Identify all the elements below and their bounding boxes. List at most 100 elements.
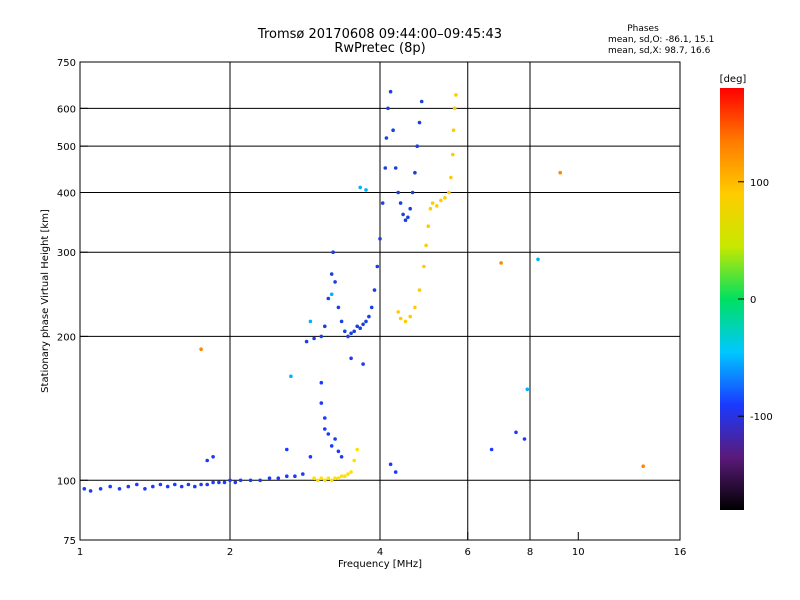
data-point (323, 416, 327, 420)
data-point (333, 476, 337, 481)
data-point (285, 447, 289, 452)
data-point (558, 170, 562, 175)
data-point (514, 430, 518, 435)
x-tick-label: 2 (227, 547, 233, 558)
data-point (406, 215, 410, 220)
data-point (319, 380, 324, 385)
data-point (343, 474, 347, 479)
data-point (358, 185, 363, 190)
data-point (186, 482, 191, 487)
data-point (369, 305, 374, 310)
data-point (358, 326, 363, 331)
data-point (323, 324, 327, 329)
y-tick-label: 500 (57, 142, 76, 153)
data-point (285, 474, 289, 479)
data-point (391, 128, 395, 132)
x-tick-label: 16 (674, 547, 687, 558)
y-tick-label: 200 (57, 332, 76, 343)
data-point (211, 455, 215, 459)
data-point (304, 339, 309, 344)
data-point (211, 480, 215, 485)
data-point (424, 243, 428, 248)
data-point (372, 288, 377, 292)
data-point (193, 484, 197, 489)
data-point (301, 472, 305, 476)
data-point (199, 347, 203, 352)
y-tick-label: 100 (57, 476, 76, 487)
data-point (331, 250, 335, 254)
data-point (355, 447, 360, 452)
data-point (82, 487, 87, 491)
data-point (352, 458, 357, 463)
data-point (361, 362, 365, 366)
x-axis-label: Frequency [MHz] (338, 559, 422, 570)
data-point (267, 476, 272, 481)
data-point (98, 487, 103, 491)
x-tick-label: 10 (572, 547, 585, 558)
data-point (419, 99, 424, 104)
data-point (449, 175, 453, 180)
y-tick-label: 600 (57, 104, 76, 115)
data-point (173, 482, 177, 487)
stats-heading: Phases (627, 24, 659, 34)
data-point (151, 484, 155, 489)
data-point (117, 487, 122, 491)
data-point (165, 484, 170, 489)
data-point (439, 198, 443, 203)
data-point (135, 482, 139, 487)
data-point (383, 166, 388, 170)
data-point (393, 166, 398, 170)
data-point (339, 455, 344, 459)
data-point (408, 314, 413, 319)
data-point (329, 272, 334, 276)
data-point (489, 447, 494, 452)
x-tick-label: 4 (377, 547, 383, 558)
colorbar-tick-label: -100 (750, 412, 773, 423)
data-point (88, 489, 93, 493)
data-point (339, 474, 344, 479)
data-point (364, 188, 368, 192)
data-point (293, 474, 297, 479)
data-point (222, 480, 227, 485)
data-point (289, 374, 293, 379)
data-point (355, 324, 360, 329)
data-point (384, 136, 389, 140)
data-point (205, 458, 209, 463)
data-point (417, 288, 422, 292)
data-points (82, 89, 645, 493)
data-point (403, 319, 408, 324)
data-point (352, 329, 357, 334)
data-point (326, 432, 331, 436)
data-point (413, 305, 417, 310)
data-point (413, 170, 417, 175)
data-point (364, 319, 368, 324)
data-point (536, 257, 540, 262)
data-point (435, 204, 439, 208)
data-point (205, 482, 209, 487)
data-point (398, 201, 403, 205)
data-point (393, 470, 398, 474)
data-point (361, 322, 365, 327)
data-point (333, 437, 337, 441)
data-point (329, 292, 334, 297)
y-axis-label: Stationary phase Virtual Height [km] (40, 209, 51, 393)
data-point (333, 280, 337, 284)
data-point (454, 93, 458, 97)
data-point (410, 190, 415, 195)
data-point (447, 190, 451, 195)
data-point (378, 237, 382, 241)
data-point (386, 106, 390, 111)
data-point (319, 476, 324, 481)
data-point (443, 196, 447, 200)
data-point (396, 310, 401, 314)
chart-subtitle: RwPretec (8p) (334, 41, 425, 56)
x-tick-label: 6 (465, 547, 471, 558)
data-point (403, 218, 408, 222)
data-point (329, 444, 334, 448)
data-point (323, 478, 327, 483)
data-point (380, 201, 385, 205)
axis-ticks: 1 2 4 6 8 10 16 75 100 200 300 400 500 600 750 (57, 58, 686, 558)
data-point (312, 336, 316, 341)
data-point (326, 296, 331, 301)
